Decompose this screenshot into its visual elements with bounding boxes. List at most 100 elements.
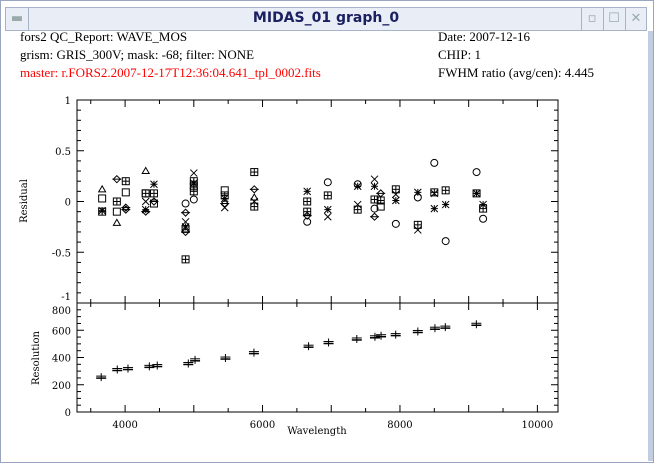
- residual-point-boxplus: [430, 188, 439, 197]
- residual-point-boxplus: [250, 202, 259, 211]
- residual-point-star: [98, 206, 107, 215]
- residual-point-triangle: [112, 218, 122, 226]
- residual-point-diamond: [141, 207, 151, 216]
- residual-point-star: [150, 180, 158, 189]
- residual-point-star: [430, 204, 439, 213]
- residual-point-boxplus: [441, 186, 450, 195]
- residual-point-circle: [189, 195, 198, 204]
- resolution-tick-label: 0: [65, 408, 71, 419]
- wavelength-axis-label: Wavelength: [287, 426, 347, 437]
- residual-point-diamond: [302, 211, 312, 220]
- grism-info: grism: GRIS_300V; mask: -68; filter: NON…: [20, 47, 255, 62]
- resolution-point: [440, 323, 451, 332]
- residual-point-boxplus: [353, 205, 362, 214]
- resolution-point: [351, 334, 362, 343]
- residual-point-x: [370, 175, 379, 184]
- residual-point-boxplus: [391, 185, 400, 194]
- chip-label: CHIP: 1: [438, 47, 481, 62]
- master-file: master: r.FORS2.2007-12-17T12:36:04.641_…: [20, 65, 321, 80]
- residual-point-star: [370, 182, 379, 191]
- resolution-point: [303, 342, 314, 351]
- residual-point-star: [353, 182, 362, 191]
- residual-point-x: [413, 226, 422, 234]
- report-title: fors2 QC_Report: WAVE_MOS: [20, 29, 188, 44]
- residual-point-star: [441, 200, 450, 209]
- residual-point-x: [189, 169, 198, 177]
- x-tick-label: 8000: [387, 420, 412, 431]
- residual-point-diamond: [112, 174, 122, 184]
- resolution-point: [220, 354, 231, 363]
- window-title: MIDAS_01 graph_0: [252, 10, 400, 26]
- residual-point-star: [472, 189, 481, 198]
- fwhm-ratio: FWHM ratio (avg/cen): 4.445: [438, 65, 594, 80]
- residual-point-boxplus: [189, 187, 198, 196]
- residual-point-circle: [391, 219, 400, 228]
- resolution-point: [471, 320, 482, 329]
- residual-point-boxplus: [250, 168, 259, 177]
- residual-point-boxplus: [112, 197, 121, 206]
- residual-point-circle: [472, 168, 481, 177]
- resolution-point: [183, 359, 194, 368]
- residual-point-star: [323, 205, 332, 214]
- residual-point-boxplus: [181, 255, 190, 264]
- residual-tick-label: -1: [61, 292, 71, 303]
- residual-point-diamond: [249, 185, 259, 194]
- residual-point-diamond: [121, 203, 131, 212]
- residual-point-diamond: [181, 227, 191, 237]
- residual-point-x: [250, 197, 259, 206]
- residual-point-circle: [370, 204, 379, 213]
- resolution-point: [323, 338, 334, 347]
- resolution-tick-label: 200: [52, 381, 71, 392]
- resolution-tick-label: 400: [52, 354, 71, 365]
- x-tick-label: 6000: [250, 420, 275, 431]
- residual-axis-label: Residual: [19, 179, 30, 223]
- residual-point-triangle: [249, 192, 259, 201]
- residual-tick-label: 0.5: [55, 147, 71, 158]
- residual-point-star: [181, 223, 190, 231]
- residual-point-boxplus: [413, 220, 422, 229]
- window-border: [648, 31, 653, 461]
- residual-point-boxplus: [479, 204, 488, 213]
- residual-point-square: [149, 199, 158, 208]
- resolution-point: [390, 330, 401, 339]
- residual-point-circle: [303, 217, 312, 226]
- residual-point-x: [323, 212, 332, 221]
- window-menu-icon[interactable]: ▬: [6, 8, 29, 30]
- residual-point-triangle: [141, 166, 151, 175]
- close-icon[interactable]: ✕: [625, 8, 646, 30]
- minimize-icon[interactable]: ▫: [581, 8, 602, 30]
- residual-point-square: [98, 194, 107, 203]
- resolution-point: [376, 331, 387, 340]
- resolution-point: [429, 324, 440, 333]
- resolution-point: [112, 365, 123, 374]
- residual-point-star: [303, 187, 312, 196]
- residual-point-x: [141, 197, 150, 206]
- x-tick-label: 10000: [521, 420, 553, 431]
- date-label: Date: 2007-12-16: [438, 29, 531, 44]
- residual-tick-label: -0.5: [52, 248, 71, 259]
- residual-point-boxplus: [303, 197, 312, 206]
- resolution-point: [412, 327, 423, 336]
- resolution-point: [122, 364, 133, 373]
- title-bar[interactable]: ▬ MIDAS_01 graph_0 ▫ ☐ ✕: [5, 7, 647, 31]
- residual-point-square: [121, 188, 130, 197]
- residual-point-boxplus: [149, 189, 158, 198]
- residual-point-x: [220, 203, 229, 212]
- residual-point-star: [220, 194, 229, 203]
- residual-point-x: [430, 189, 439, 198]
- residual-point-circle: [323, 178, 332, 187]
- residual-point-star: [391, 196, 400, 205]
- maximize-icon[interactable]: ☐: [603, 8, 624, 30]
- x-tick-label: 4000: [112, 420, 137, 431]
- residual-point-circle: [430, 158, 439, 167]
- residual-point-square: [376, 202, 385, 211]
- residual-point-circle: [479, 214, 488, 223]
- residual-point-circle: [441, 237, 450, 246]
- residual-point-square: [141, 189, 150, 198]
- residual-point-triangle: [97, 184, 107, 193]
- residual-point-diamond: [370, 212, 380, 221]
- residual-point-boxplus: [141, 189, 150, 198]
- residual-point-diamond: [181, 208, 191, 217]
